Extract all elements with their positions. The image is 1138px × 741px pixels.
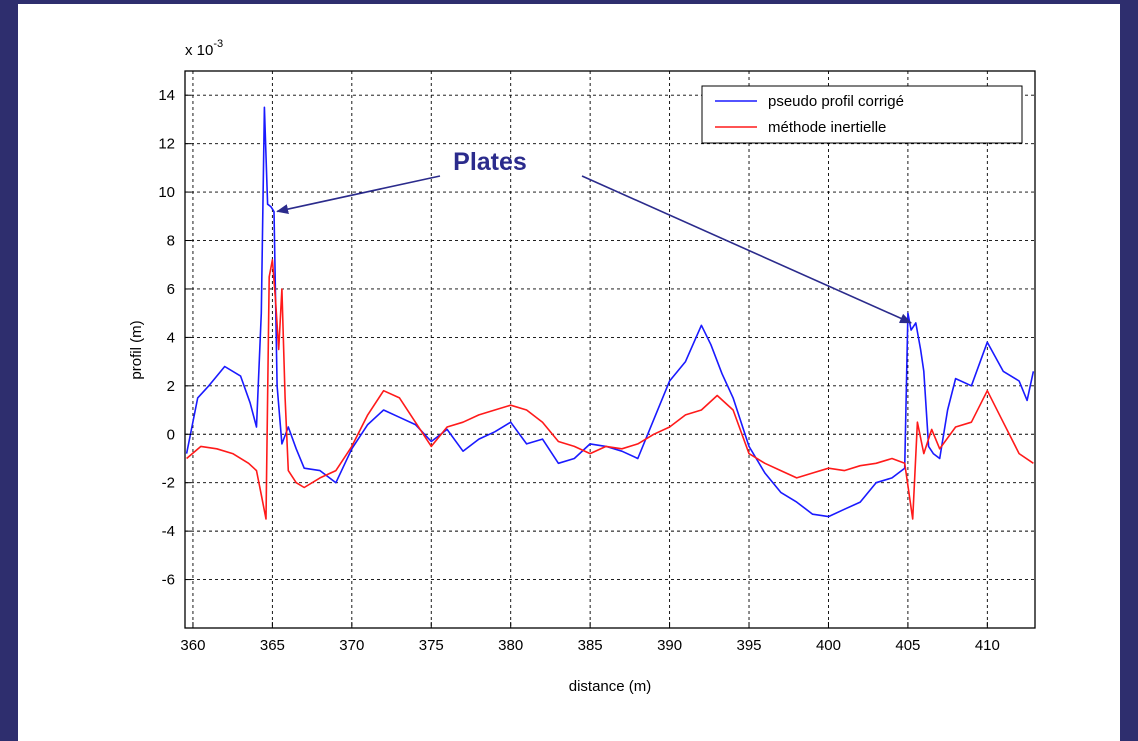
- y-tick-label-0: 0: [167, 426, 175, 443]
- y-tick-label--6: -6: [162, 572, 175, 589]
- y-tick-label-10: 10: [158, 184, 175, 201]
- x-tick-label-380: 380: [498, 637, 523, 654]
- legend: pseudo profil corrigé méthode inertielle: [701, 85, 1023, 144]
- x-tick-label-400: 400: [816, 637, 841, 654]
- x-tick-label-390: 390: [657, 637, 682, 654]
- series-line-pseudo-profil-corrige: [185, 106, 1035, 518]
- y-tick-label-4: 4: [167, 329, 175, 346]
- x-tick-label-385: 385: [578, 637, 603, 654]
- y-tick-label-2: 2: [167, 378, 175, 395]
- x-tick-label-375: 375: [419, 637, 444, 654]
- x-tick-label-365: 365: [260, 637, 285, 654]
- axis-ticks: 360 365 370 375 380 385 390 395 400 405 410-6-4-20…: [158, 87, 1000, 654]
- x-tick-label-405: 405: [895, 637, 920, 654]
- y-tick-label-6: 6: [167, 281, 175, 298]
- y-tick-label-14: 14: [158, 87, 175, 104]
- legend-label-pseudo-profil: pseudo profil corrigé: [768, 93, 904, 110]
- x-axis-label: distance (m): [569, 678, 652, 695]
- plot-area: [184, 70, 1036, 629]
- y-tick-label-8: 8: [167, 233, 175, 250]
- x-tick-label-370: 370: [339, 637, 364, 654]
- x-tick-label-395: 395: [737, 637, 762, 654]
- plates-label: Plates: [453, 148, 527, 176]
- plates-arrow-1: [276, 175, 441, 215]
- plates-arrow-2: [581, 175, 912, 324]
- series-line-methode-inertielle: [186, 259, 1034, 520]
- exponent-base: x 10: [185, 42, 213, 59]
- grid-lines: [185, 71, 1035, 628]
- series-lines: [185, 106, 1035, 520]
- y-axis-label: profil (m): [128, 320, 145, 379]
- x-tick-label-410: 410: [975, 637, 1000, 654]
- exponent-power: -3: [213, 38, 223, 50]
- legend-box: [701, 85, 1023, 144]
- y-tick-label-12: 12: [158, 136, 175, 153]
- x-tick-label-360: 360: [180, 637, 205, 654]
- y-tick-label--4: -4: [162, 523, 175, 540]
- legend-label-methode-inertielle: méthode inertielle: [768, 119, 886, 136]
- y-tick-label--2: -2: [162, 475, 175, 492]
- plates-annotation: Plates: [276, 148, 912, 324]
- exponent-label: x 10-3: [185, 38, 223, 59]
